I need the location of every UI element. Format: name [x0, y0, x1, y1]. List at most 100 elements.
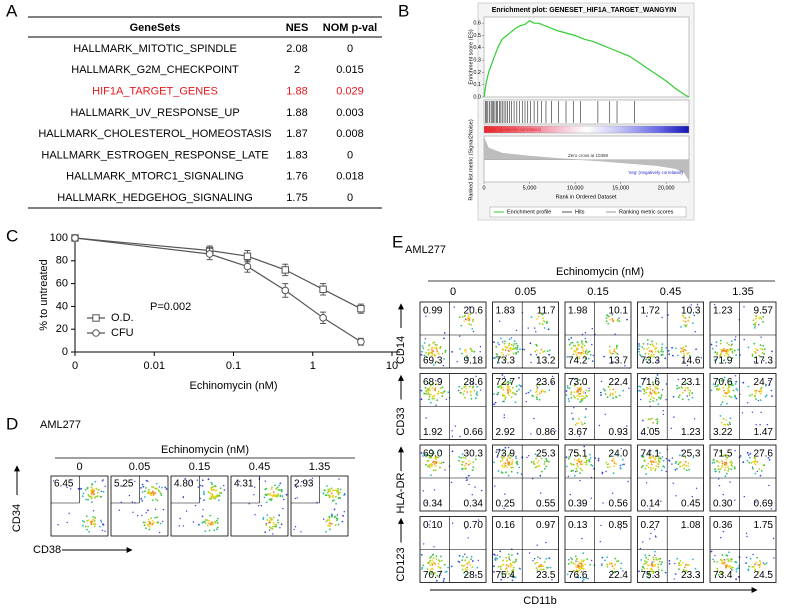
event-dot [201, 515, 204, 518]
event-dot [727, 467, 730, 470]
event-dot [589, 457, 592, 459]
event-dot [579, 401, 582, 403]
table-header: NES [286, 22, 309, 34]
event-dot [265, 524, 268, 526]
event-dot [328, 515, 331, 518]
event-dot [652, 456, 655, 459]
event-dot [614, 564, 616, 566]
event-dot [145, 512, 147, 514]
event-dot [539, 557, 541, 560]
event-dot [582, 390, 585, 393]
event-dot [613, 567, 616, 570]
event-dot [494, 401, 497, 404]
y-tick-label: 80 [56, 255, 68, 267]
event-dot [585, 461, 588, 463]
event-dot [657, 350, 659, 353]
y-tick-label: 0.3 [473, 58, 481, 64]
event-dot [572, 570, 574, 573]
x-tick-label: 0 [72, 360, 78, 372]
event-dot [722, 418, 725, 420]
event-dot [275, 525, 277, 528]
event-dot [445, 398, 448, 400]
event-dot [770, 508, 772, 510]
event-dot [739, 455, 742, 457]
event-dot [688, 392, 691, 394]
event-dot [337, 493, 340, 496]
event-dot [650, 469, 652, 471]
event-dot [735, 568, 738, 571]
event-dot [427, 353, 430, 356]
event-dot [92, 518, 94, 521]
event-dot [461, 463, 463, 466]
event-dot [545, 465, 548, 468]
event-dot [275, 487, 278, 490]
event-dot [565, 390, 568, 392]
event-dot [463, 571, 465, 574]
event-dot [425, 502, 427, 504]
event-dot [673, 578, 675, 580]
event-dot [472, 461, 475, 463]
event-dot [91, 520, 93, 523]
table-cell: 0.008 [336, 128, 364, 140]
event-dot [715, 341, 718, 344]
event-dot [615, 347, 618, 350]
table-cell: HALLMARK_G2M_CHECKPOINT [71, 64, 239, 76]
event-dot [747, 385, 750, 388]
event-dot [759, 344, 762, 346]
x-tick-label: 1 [310, 360, 316, 372]
table-cell: HIF1A_TARGET_GENES [92, 86, 218, 98]
event-dot [508, 350, 510, 353]
x-marker: CD38 [33, 544, 61, 556]
event-dot [646, 348, 649, 350]
table-cell: HALLMARK_HEDGEHOG_SIGNALING [57, 192, 253, 204]
event-dot [461, 453, 464, 456]
quadrant-percentage: 75.4 [496, 570, 516, 581]
flow-plot [492, 444, 559, 512]
event-dot [657, 457, 660, 460]
event-dot [503, 414, 505, 416]
event-dot [674, 468, 677, 471]
event-dot [510, 344, 513, 346]
event-dot [450, 481, 453, 484]
event-dot [508, 342, 511, 345]
event-dot [692, 322, 694, 325]
event-dot [576, 347, 578, 350]
event-dot [421, 566, 424, 569]
event-dot [757, 399, 760, 402]
event-dot [719, 415, 722, 417]
event-dot [435, 404, 437, 406]
event-dot [503, 457, 505, 459]
event-dot [654, 563, 656, 566]
event-dot [678, 562, 680, 564]
event-dot [661, 561, 663, 564]
quadrant-percentage: 0.36 [713, 520, 733, 531]
event-dot [503, 416, 505, 419]
event-dot [145, 487, 147, 489]
event-dot [527, 327, 529, 329]
event-dot [77, 487, 80, 490]
event-dot [681, 347, 684, 350]
event-dot [99, 519, 102, 522]
event-dot [469, 306, 471, 308]
event-dot [643, 348, 645, 350]
event-dot [441, 386, 444, 389]
event-dot [192, 521, 195, 523]
event-dot [505, 355, 507, 357]
event-dot [330, 515, 333, 518]
event-dot [504, 340, 506, 343]
event-dot [426, 388, 429, 390]
table-cell: 1.87 [286, 128, 307, 140]
event-dot [493, 461, 495, 464]
event-dot [540, 492, 542, 494]
event-dot [606, 463, 609, 466]
event-dot [131, 501, 133, 503]
event-dot [202, 509, 204, 511]
event-dot [651, 463, 653, 466]
event-dot [652, 389, 654, 392]
event-dot [466, 568, 469, 571]
event-dot [622, 570, 624, 572]
event-dot [543, 350, 546, 353]
event-dot [643, 460, 646, 463]
event-dot [588, 459, 591, 461]
